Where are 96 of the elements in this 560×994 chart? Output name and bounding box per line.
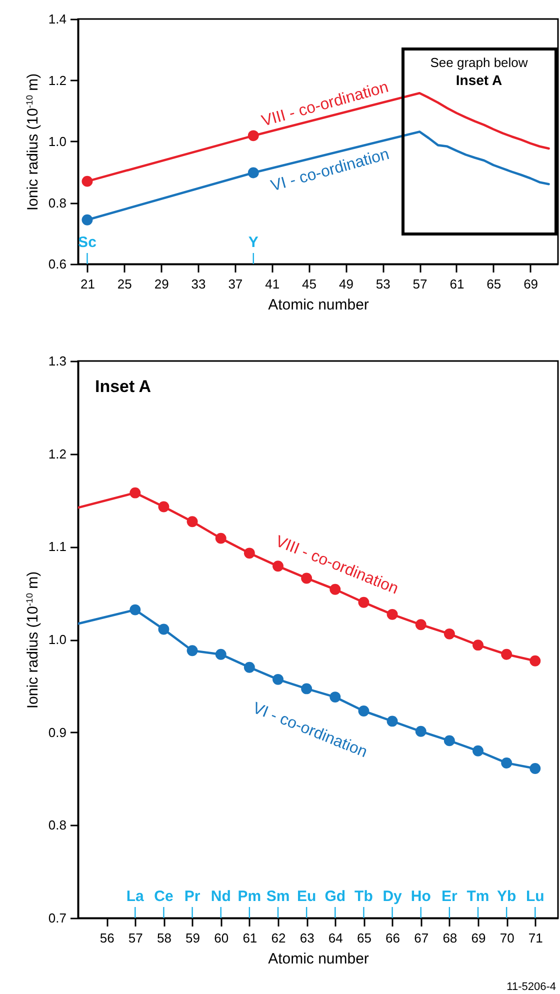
x-tick-label: 33 (191, 276, 206, 292)
point (386, 716, 398, 727)
annotation: Y (248, 234, 258, 251)
annotation: Ho (410, 888, 431, 905)
point (82, 176, 93, 187)
x-tick-label: 21 (80, 276, 95, 292)
point (472, 640, 484, 651)
point (158, 501, 170, 512)
y-tick-label: 0.8 (48, 195, 66, 210)
annotation: Gd (324, 888, 346, 905)
x-tick-label: 62 (271, 930, 286, 946)
x-tick-label: 57 (412, 276, 428, 292)
annotation: See graph below (430, 55, 528, 70)
point (358, 596, 370, 608)
annotation: Ce (154, 888, 174, 905)
x-tick-label: 56 (100, 930, 114, 946)
point (244, 662, 255, 673)
x-tick-label: 58 (156, 930, 172, 946)
annotation: Inset A (456, 72, 502, 88)
y-tick-label: 0.9 (48, 724, 66, 740)
point (501, 758, 512, 768)
point (82, 214, 93, 226)
y-tick-label: 0.6 (48, 256, 66, 272)
annotation: Lu (526, 888, 544, 905)
x-tick-label: 66 (386, 930, 400, 946)
annotation: Pr (184, 888, 200, 905)
x-tick-label: 61 (242, 930, 258, 946)
point (530, 763, 541, 774)
x-tick-label: 60 (214, 930, 229, 946)
annotation: Inset A (95, 377, 152, 396)
point (248, 130, 259, 142)
x-tick-label: 49 (338, 276, 354, 292)
x-tick-label: 29 (154, 276, 169, 292)
point (330, 692, 341, 703)
x-tick-label: 45 (302, 276, 317, 292)
x-tick-label: 61 (450, 276, 464, 292)
y-tick-label: 1.2 (48, 72, 66, 88)
annotation: Dy (382, 888, 403, 905)
x-tick-label: 37 (228, 276, 243, 292)
point (186, 516, 198, 528)
point (444, 628, 455, 640)
x-axis-title: Atomic number (268, 296, 369, 314)
point (530, 655, 541, 666)
point (415, 619, 426, 630)
point (444, 735, 455, 746)
y-tick-label: 1.4 (48, 12, 66, 26)
annotation: Tb (354, 888, 373, 905)
point (158, 624, 170, 635)
annotation: Er (442, 888, 458, 905)
y-tick-label: 1.2 (48, 446, 66, 462)
point (130, 604, 141, 616)
x-tick-label: 65 (356, 930, 372, 946)
annotation: Pm (238, 888, 262, 905)
point (301, 572, 312, 584)
point (472, 745, 484, 756)
point (215, 532, 226, 544)
x-tick-label: 65 (486, 276, 502, 292)
x-tick-label: 70 (500, 930, 514, 946)
x-tick-label: 25 (117, 276, 132, 292)
point (272, 674, 284, 685)
y-tick-label: 1.0 (48, 632, 66, 647)
annotation: Eu (296, 888, 316, 905)
annotation: Tm (466, 888, 490, 905)
y-tick-label: 0.8 (48, 818, 66, 833)
x-tick-label: 59 (186, 930, 200, 946)
annotation: Yb (496, 888, 516, 905)
point (130, 487, 141, 498)
point (301, 683, 312, 694)
point (272, 560, 284, 572)
x-tick-label: 69 (471, 930, 486, 946)
point (501, 648, 512, 660)
x-tick-label: 57 (128, 930, 143, 946)
point (358, 706, 370, 716)
annotation: Nd (210, 888, 231, 905)
x-tick-label: 69 (524, 276, 538, 292)
x-tick-label: 68 (442, 930, 458, 946)
x-tick-label: 41 (265, 276, 280, 292)
point (186, 645, 198, 656)
point (248, 167, 259, 178)
point (415, 726, 426, 737)
y-tick-label: 0.7 (48, 910, 66, 926)
x-tick-label: 71 (528, 930, 543, 946)
x-axis-title: Atomic number (268, 950, 369, 968)
point (244, 548, 255, 559)
y-tick-label: 1.0 (48, 134, 66, 149)
annotation: Sm (266, 888, 290, 905)
annotation: La (126, 888, 145, 905)
y-tick-label: 1.3 (48, 354, 66, 368)
x-tick-label: 64 (328, 930, 343, 946)
x-tick-label: 53 (376, 276, 390, 292)
y-tick-label: 1.1 (48, 539, 66, 554)
point (386, 608, 398, 620)
x-tick-label: 67 (414, 930, 429, 946)
x-tick-label: 63 (300, 930, 314, 946)
text: 11-5206-4 (506, 981, 556, 993)
point (215, 648, 226, 660)
